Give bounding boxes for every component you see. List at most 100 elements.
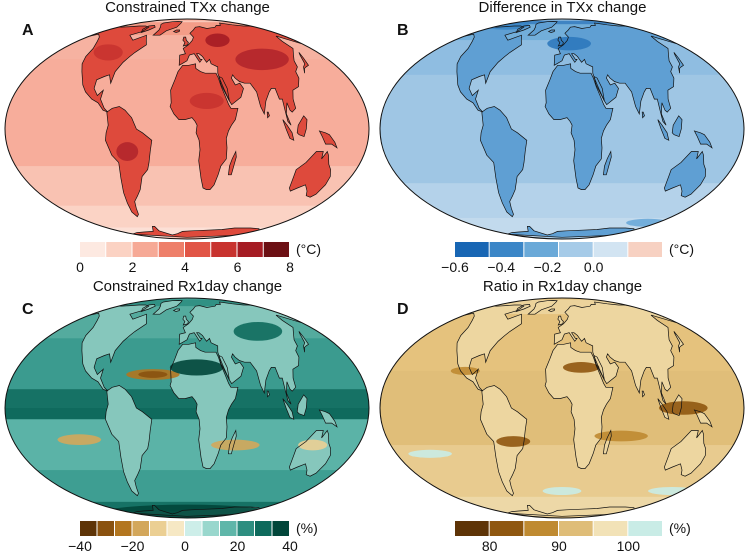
coastline-greenland xyxy=(152,300,183,315)
colorbar-swatch-b-2 xyxy=(524,242,558,257)
colorbar-swatch-a-6 xyxy=(237,242,263,257)
colorbar-swatch-a-3 xyxy=(158,242,184,257)
colorbar-swatch-c-5 xyxy=(167,521,184,536)
coastline-arabia-cap xyxy=(218,75,230,102)
colorbar-swatch-c-10 xyxy=(255,521,272,536)
colorbar-tick-c-0: −40 xyxy=(68,538,92,554)
coastline-australia xyxy=(664,150,706,198)
colorbar-swatch-c-6 xyxy=(185,521,202,536)
colorbar-tick-a-0: 0 xyxy=(76,259,84,275)
coastline-greenland xyxy=(152,21,183,36)
coastline-baffin xyxy=(515,304,531,313)
panel-title-a: Constrained TXx change xyxy=(105,0,270,16)
coastline-south-america xyxy=(105,385,153,497)
coastline-new-guinea xyxy=(693,130,713,149)
coastline-uk xyxy=(182,315,189,326)
coastline-iceland xyxy=(172,308,181,312)
colorbar-unit-d: (%) xyxy=(669,520,691,536)
coastline-greenland xyxy=(527,21,558,36)
coastline-sri-lanka xyxy=(641,390,645,398)
colorbar-tick-c-2: 0 xyxy=(181,538,189,554)
coastline-uk xyxy=(557,36,564,47)
coastline-japan xyxy=(298,331,309,353)
colorbar-tick-c-3: 20 xyxy=(229,538,246,554)
coastline-arabia-cap xyxy=(218,354,230,381)
coastline-borneo xyxy=(671,394,683,417)
coastline-baffin xyxy=(140,304,156,313)
colorbar-tick-b-1: −0.4 xyxy=(487,259,516,275)
coastline-new-guinea xyxy=(318,409,338,428)
panel-letter-b: B xyxy=(397,22,409,39)
panel-d: Ratio in Rx1day change D (%) 80 90 100 xyxy=(375,278,750,557)
coastline-sri-lanka xyxy=(266,390,270,398)
panel-letter-d: D xyxy=(397,301,409,318)
colorbar-swatch-a-1 xyxy=(106,242,132,257)
coastline-eurasia xyxy=(178,301,302,405)
colorbar-swatch-b-4 xyxy=(593,242,628,257)
colorbar-swatch-c-9 xyxy=(237,521,254,536)
coastline-eurasia xyxy=(178,22,302,126)
coastline-north-america xyxy=(456,304,525,392)
map-panel-d xyxy=(379,297,745,519)
coastline-sumatra xyxy=(282,119,295,141)
coastline-north-america xyxy=(81,25,150,113)
map-fill-d xyxy=(380,298,744,518)
coastline-madagascar xyxy=(603,429,612,455)
panel-letter-c: C xyxy=(22,301,34,318)
colorbar-tick-a-1: 2 xyxy=(128,259,137,275)
coastline-south-america xyxy=(480,106,528,218)
coastline-eurasia xyxy=(553,301,677,405)
colorbar-swatch-a-0 xyxy=(80,242,106,257)
colorbar-unit-c: (%) xyxy=(296,520,318,536)
coastline-iceland xyxy=(547,308,556,312)
coastline-japan xyxy=(298,52,309,74)
coastline-japan xyxy=(673,331,684,353)
colorbar-swatch-a-4 xyxy=(185,242,211,257)
coastline-arabia-cap xyxy=(593,354,605,381)
colorbar-swatch-d-5 xyxy=(628,521,662,536)
colorbar-swatch-b-1 xyxy=(489,242,524,257)
map-panel-b xyxy=(379,18,745,240)
colorbar-swatch-c-1 xyxy=(97,521,114,536)
coastline-sumatra xyxy=(657,119,670,141)
colorbar-tick-d-2: 100 xyxy=(616,538,641,554)
colorbar-swatch-d-4 xyxy=(593,521,628,536)
colorbar-swatch-c-3 xyxy=(132,521,149,536)
coastline-greenland xyxy=(527,300,558,315)
coastline-africa xyxy=(169,63,239,190)
coastline-north-america xyxy=(81,304,150,392)
colorbar-swatch-c-11 xyxy=(272,521,289,536)
coastline-sri-lanka xyxy=(641,111,645,119)
coastline-japan xyxy=(673,52,684,74)
coastline-madagascar xyxy=(603,150,612,176)
colorbar-a xyxy=(80,242,289,257)
coastline-north-america xyxy=(456,25,525,113)
coastline-australia xyxy=(289,150,331,198)
coastline-baffin xyxy=(515,25,531,34)
colorbar-tick-b-3: 0.0 xyxy=(583,259,604,275)
map-panel-a xyxy=(4,18,370,240)
colorbar-swatch-c-2 xyxy=(115,521,132,536)
panel-c: Constrained Rx1day change C (%) −40 −20 0 2… xyxy=(0,278,375,557)
coastline-sumatra xyxy=(282,398,295,420)
coastline-borneo xyxy=(296,394,308,417)
colorbar-tick-a-2: 4 xyxy=(181,259,189,275)
coastline-sumatra xyxy=(657,398,670,420)
coastline-madagascar xyxy=(228,150,237,176)
colorbar-unit-b: (°C) xyxy=(669,241,695,257)
panel-b: Difference in TXx change B (°C) −0.6 −0.4… xyxy=(375,0,750,278)
coastline-eurasia xyxy=(553,22,677,126)
coastline-south-america xyxy=(480,385,528,497)
colorbar-swatch-d-3 xyxy=(559,521,593,536)
colorbar-tick-c-4: 40 xyxy=(282,538,298,554)
colorbar-tick-b-2: −0.2 xyxy=(533,259,562,275)
panel-title-b: Difference in TXx change xyxy=(478,0,647,16)
coastline-new-guinea xyxy=(318,130,338,149)
colorbar-tick-b-0: −0.6 xyxy=(441,259,469,275)
coastline-madagascar xyxy=(228,429,237,455)
panel-title-d: Ratio in Rx1day change xyxy=(482,278,643,295)
coastline-africa xyxy=(169,342,239,469)
colorbar-b xyxy=(455,242,662,257)
coastline-baffin xyxy=(140,25,156,34)
colorbar-swatch-b-3 xyxy=(559,242,593,257)
